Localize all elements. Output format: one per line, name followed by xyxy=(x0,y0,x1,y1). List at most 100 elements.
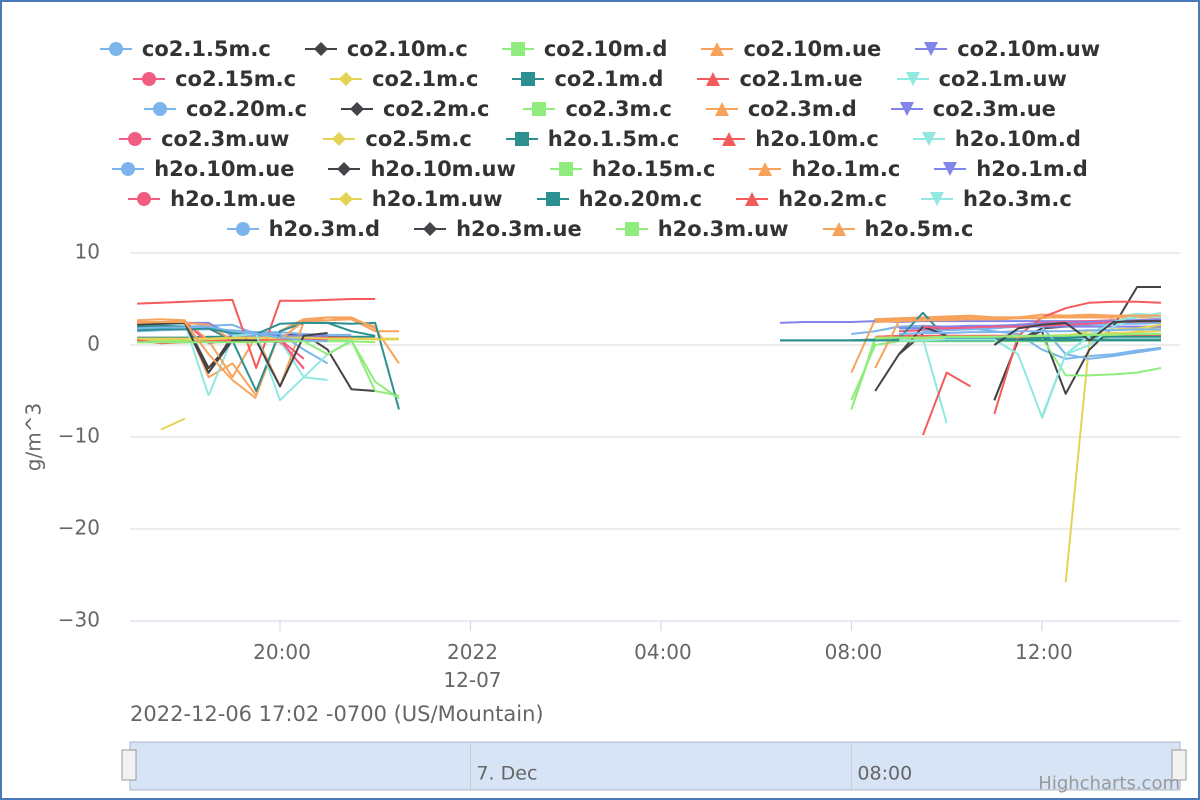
subtitle: 2022-12-06 17:02 -0700 (US/Mountain) xyxy=(130,702,544,726)
legend-item[interactable]: h2o.2m.c xyxy=(736,187,887,211)
legend-item[interactable]: h2o.3m.ue xyxy=(414,217,582,241)
legend-item[interactable]: h2o.1.5m.c xyxy=(505,127,680,151)
legend-marker xyxy=(714,102,729,116)
legend-row: co2.15m.c co2.1m.c co2.1m.d co2.1m.ue co2.1m… xyxy=(2,64,1198,94)
legend-item[interactable]: co2.3m.ue xyxy=(890,97,1056,121)
legend-symbol xyxy=(701,42,734,56)
legend-label: co2.10m.uw xyxy=(957,37,1101,61)
legend-item[interactable]: h2o.10m.d xyxy=(912,127,1081,151)
legend-row: co2.3m.uw co2.5m.c h2o.1.5m.c h2o.10m.c h2o.… xyxy=(2,124,1198,154)
legend-item[interactable]: h2o.15m.c xyxy=(549,157,715,181)
series-line xyxy=(137,286,1161,401)
legend-item[interactable]: co2.3m.d xyxy=(705,97,857,121)
legend-item[interactable]: h2o.1m.d xyxy=(934,157,1088,181)
legend-label: h2o.10m.ue xyxy=(154,157,295,181)
legend-label: co2.2m.c xyxy=(383,97,490,121)
series-line xyxy=(137,325,1161,343)
legend-symbol xyxy=(328,162,361,176)
legend-row: co2.1.5m.c co2.10m.c co2.10m.d co2.10m.ue co… xyxy=(2,34,1198,64)
legend-label: h2o.5m.c xyxy=(864,217,974,241)
legend-item[interactable]: co2.3m.c xyxy=(523,97,672,121)
legend-item[interactable]: h2o.10m.c xyxy=(713,127,879,151)
legend-marker xyxy=(235,222,250,236)
legend-symbol xyxy=(341,102,374,116)
legend-item[interactable]: co2.15m.c xyxy=(133,67,296,91)
legend-item[interactable]: h2o.1m.uw xyxy=(329,187,503,211)
legend-symbol xyxy=(736,192,769,206)
legend-symbol xyxy=(920,192,953,206)
legend-item[interactable]: co2.3m.uw xyxy=(119,127,289,151)
legend-label: co2.3m.ue xyxy=(932,97,1056,121)
legend-symbol xyxy=(414,222,447,236)
legend-marker xyxy=(142,72,157,86)
legend-label: h2o.1m.d xyxy=(976,157,1088,181)
legend-item[interactable]: h2o.20m.c xyxy=(536,187,702,211)
legend-item[interactable]: co2.10m.d xyxy=(501,37,668,61)
legend-marker xyxy=(921,132,936,146)
navigator-handle[interactable] xyxy=(121,749,137,781)
legend-symbol xyxy=(890,102,923,116)
legend-symbol xyxy=(99,42,132,56)
legend-symbol xyxy=(536,192,569,206)
legend-item[interactable]: co2.1m.c xyxy=(330,67,478,91)
legend-item[interactable]: co2.1m.ue xyxy=(697,67,863,91)
legend-item[interactable]: co2.20m.c xyxy=(144,97,307,121)
legend-marker xyxy=(350,102,365,116)
x-tick-label: 08:00 xyxy=(824,640,883,664)
legend-label: h2o.3m.c xyxy=(962,187,1072,211)
legend-label: co2.1m.c xyxy=(372,67,479,91)
credits[interactable]: Highcharts.com xyxy=(1038,773,1180,794)
legend-symbol xyxy=(749,162,782,176)
legend-symbol xyxy=(501,42,534,56)
legend-label: co2.3m.d xyxy=(747,97,857,121)
legend-marker xyxy=(313,42,328,56)
y-tick-label: −30 xyxy=(58,608,100,632)
legend-item[interactable]: h2o.10m.ue xyxy=(112,157,294,181)
legend-item[interactable]: co2.10m.c xyxy=(304,37,468,61)
y-axis-title: g/m^3 xyxy=(22,403,46,471)
legend-symbol xyxy=(329,192,362,206)
legend-item[interactable]: co2.10m.ue xyxy=(701,37,881,61)
legend-item[interactable]: h2o.1m.ue xyxy=(128,187,296,211)
legend-item[interactable]: h2o.10m.uw xyxy=(328,157,516,181)
legend-symbol xyxy=(523,102,556,116)
legend-marker xyxy=(121,162,136,176)
legend-marker xyxy=(532,102,547,116)
legend-item[interactable]: h2o.1m.c xyxy=(749,157,900,181)
legend-item[interactable]: co2.1m.uw xyxy=(896,67,1067,91)
legend-item[interactable]: co2.1m.d xyxy=(512,67,663,91)
legend-label: co2.10m.d xyxy=(543,37,668,61)
legend-marker xyxy=(514,132,529,146)
legend-item[interactable]: h2o.3m.uw xyxy=(615,217,789,241)
legend-symbol xyxy=(912,132,945,146)
legend-symbol xyxy=(512,72,545,86)
legend-marker xyxy=(545,192,560,206)
legend-item[interactable]: h2o.5m.c xyxy=(822,217,974,241)
legend-label: h2o.10m.c xyxy=(755,127,879,151)
legend-symbol xyxy=(549,162,582,176)
legend-symbol xyxy=(896,72,929,86)
legend-item[interactable]: h2o.3m.c xyxy=(920,187,1072,211)
legend-label: h2o.2m.c xyxy=(778,187,887,211)
legend-item[interactable]: co2.1.5m.c xyxy=(99,37,271,61)
legend-marker xyxy=(929,192,944,206)
navigator-handle[interactable] xyxy=(1171,749,1187,781)
legend-label: co2.5m.c xyxy=(365,127,472,151)
legend-label: h2o.1.5m.c xyxy=(547,127,680,151)
legend-marker xyxy=(153,102,168,116)
legend-label: co2.10m.c xyxy=(346,37,468,61)
legend-item[interactable]: co2.5m.c xyxy=(323,127,472,151)
legend-item[interactable]: co2.10m.uw xyxy=(915,37,1100,61)
legend-marker xyxy=(521,72,536,86)
navigator[interactable] xyxy=(129,741,1181,791)
legend-marker xyxy=(624,222,639,236)
legend-marker xyxy=(128,132,143,146)
legend-label: h2o.1m.ue xyxy=(170,187,296,211)
legend-item[interactable]: h2o.3m.d xyxy=(226,217,380,241)
legend-label: co2.15m.c xyxy=(175,67,297,91)
legend-label: co2.20m.c xyxy=(186,97,308,121)
x-tick-label: 2022 12-07 xyxy=(443,640,502,692)
legend-symbol xyxy=(615,222,648,236)
legend-item[interactable]: co2.2m.c xyxy=(341,97,489,121)
series-line xyxy=(207,312,1162,424)
